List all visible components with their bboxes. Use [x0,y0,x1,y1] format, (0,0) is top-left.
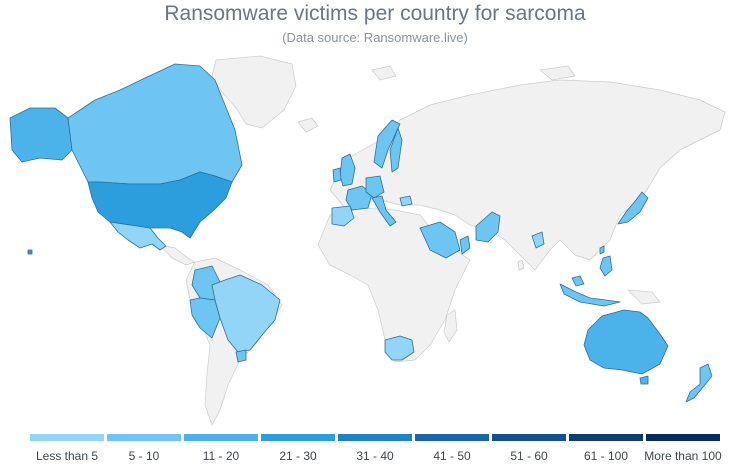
country-australia-tasmania[interactable] [639,375,649,385]
legend-item-7: 51 - 60 [492,434,566,463]
legend-swatch-9 [646,434,720,441]
legend-label-1: Less than 5 [35,449,99,463]
country-mexico[interactable] [109,221,167,251]
legend-swatch-2 [107,434,181,441]
legend-swatch-4 [261,434,335,441]
eurasia[interactable] [329,79,726,271]
central-america[interactable] [159,244,196,266]
legend: Less than 5 5 - 10 11 - 20 21 - 30 31 - … [30,434,722,463]
legend-swatch-5 [338,434,412,441]
country-germany[interactable] [365,175,385,199]
country-taiwan[interactable] [599,245,605,255]
greenland[interactable] [211,55,297,129]
world-map[interactable] [0,50,750,430]
legend-label-3: 11 - 20 [202,449,240,463]
country-peru[interactable] [189,297,221,339]
highlighted-countries [9,63,713,403]
country-spain[interactable] [331,205,355,227]
legend-label-6: 41 - 50 [433,449,471,463]
map-subtitle: (Data source: Ransomware.live) [282,30,468,45]
country-bulgaria[interactable] [399,195,413,207]
country-oman[interactable] [459,235,471,255]
country-norway[interactable] [373,119,401,169]
sri-lanka[interactable] [517,259,525,271]
legend-item-5: 31 - 40 [338,434,412,463]
country-usa-hawaii[interactable] [27,249,33,255]
country-new-zealand[interactable] [685,363,713,403]
country-canada[interactable] [67,63,243,185]
country-japan[interactable] [617,191,649,225]
country-india[interactable] [531,231,545,249]
legend-item-1: Less than 5 [30,434,104,463]
legend-item-4: 21 - 30 [261,434,335,463]
legend-swatch-3 [184,434,258,441]
map-title: Ransomware victims per country for sarco… [164,2,586,25]
legend-item-2: 5 - 10 [107,434,181,463]
legend-label-9: More than 100 [644,449,722,463]
arctic-islands[interactable] [539,65,576,81]
madagascar[interactable] [443,309,458,343]
legend-swatch-1 [30,434,104,441]
country-alaska[interactable] [9,107,73,163]
country-south-africa[interactable] [384,335,415,361]
country-ireland[interactable] [332,167,342,183]
country-sweden[interactable] [389,127,403,173]
country-saudi-arabia[interactable] [419,221,461,259]
legend-label-4: 21 - 30 [279,449,317,463]
papua-new-guinea[interactable] [627,289,661,305]
country-italy[interactable] [371,195,397,227]
country-philippines[interactable] [599,255,613,277]
legend-item-9: More than 100 [644,434,722,463]
country-indonesia[interactable] [559,283,621,307]
legend-swatch-6 [415,434,489,441]
legend-swatch-7 [492,434,566,441]
legend-item-6: 41 - 50 [415,434,489,463]
country-pakistan[interactable] [475,211,501,243]
country-australia[interactable] [583,309,669,375]
iceland[interactable] [297,117,319,133]
country-brazil[interactable] [211,274,281,353]
svalbard[interactable] [371,65,397,81]
country-malaysia[interactable] [571,275,585,287]
legend-label-2: 5 - 10 [128,449,160,463]
legend-item-8: 61 - 100 [569,434,643,463]
legend-item-3: 11 - 20 [184,434,258,463]
legend-swatch-8 [569,434,643,441]
legend-label-8: 61 - 100 [583,449,629,463]
country-france[interactable] [345,185,373,211]
legend-label-7: 51 - 60 [510,449,548,463]
legend-label-5: 31 - 40 [356,449,394,463]
country-uruguay[interactable] [235,349,247,363]
